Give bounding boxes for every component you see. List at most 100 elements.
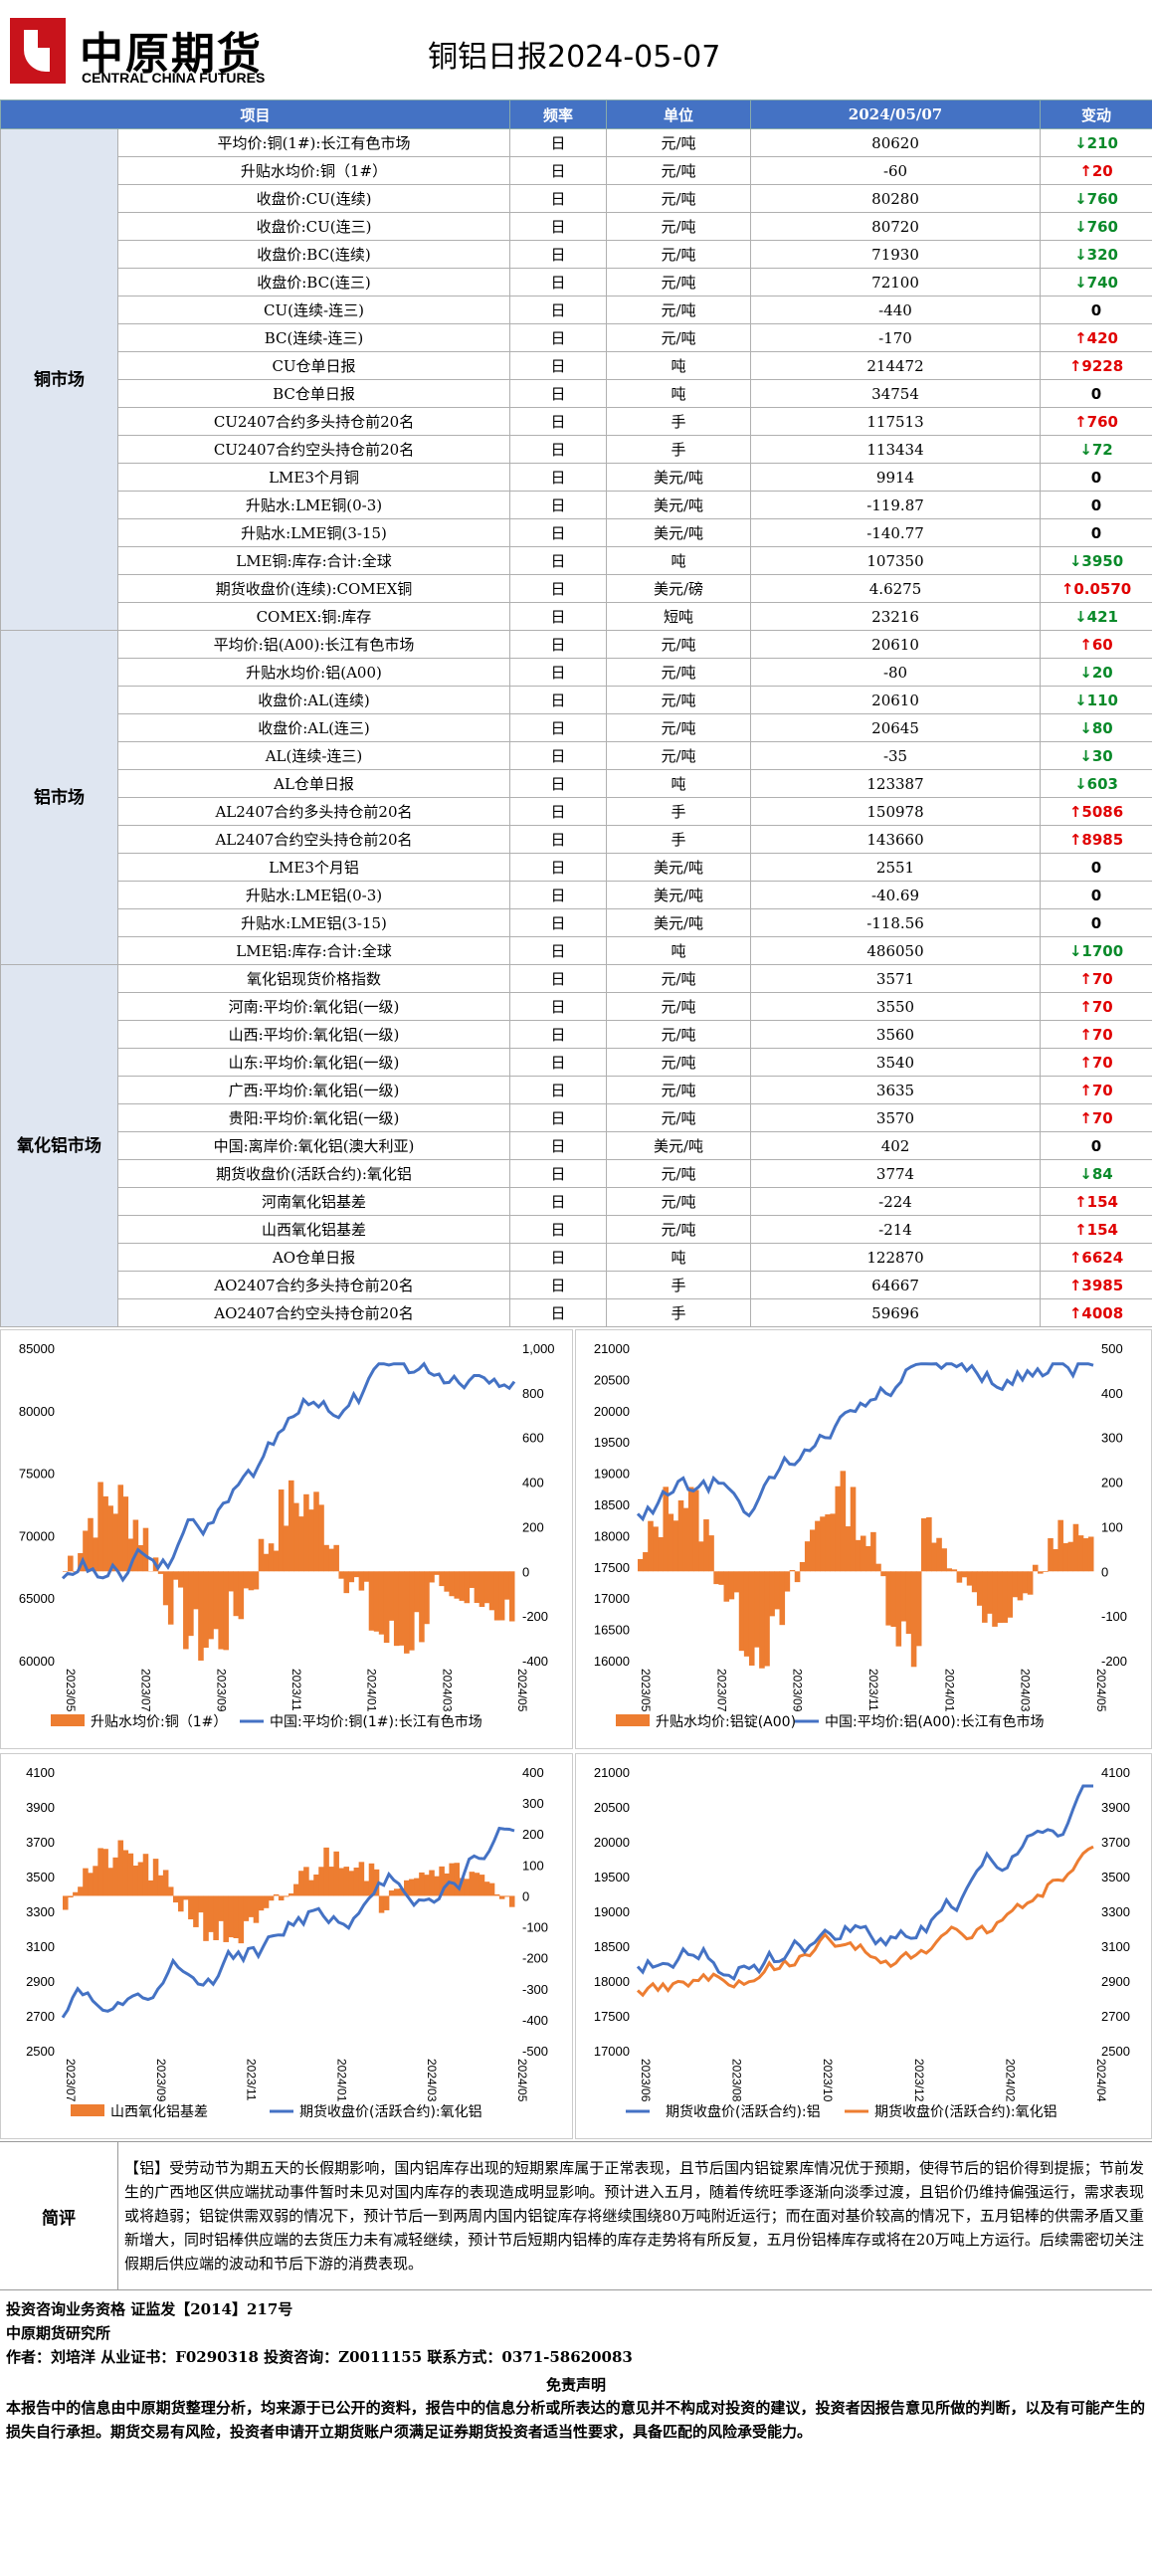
col-header-change: 变动 xyxy=(1040,99,1152,129)
bar xyxy=(393,1888,400,1896)
bar xyxy=(454,1863,461,1896)
item-name-cell: AO2407合约多头持仓前20名 xyxy=(116,1271,511,1299)
x-tick-label: 2023/09 xyxy=(154,2059,168,2102)
change-value: 0 xyxy=(1090,886,1102,904)
bar xyxy=(63,1895,69,1910)
unit-cell: 元/吨 xyxy=(606,686,752,714)
bar xyxy=(132,1519,139,1572)
table-row: 收盘价:AL(连续) 日元/吨 20610 ↓110 xyxy=(1,686,1152,714)
change-value: 70 xyxy=(1091,969,1113,988)
bar xyxy=(203,1895,209,1941)
table-header-row: 项目 频率 单位 2024/05/07 变动 xyxy=(0,99,1152,129)
change-cell: ↓320 xyxy=(1040,240,1152,269)
change-value: 760 xyxy=(1086,412,1118,431)
value-cell: 2551 xyxy=(750,853,1042,882)
bar xyxy=(308,1509,314,1572)
change-value: 1700 xyxy=(1081,941,1124,960)
value-cell: -118.56 xyxy=(750,908,1042,937)
frequency-cell: 日 xyxy=(509,435,608,464)
bar xyxy=(493,1571,500,1621)
left-tick-label: 4100 xyxy=(26,1765,55,1780)
frequency-cell: 日 xyxy=(509,1215,608,1244)
bar xyxy=(253,1895,260,1923)
change-cell: ↓740 xyxy=(1040,268,1152,297)
value-cell: 20645 xyxy=(750,713,1042,742)
unit-cell: 元/吨 xyxy=(606,212,752,241)
bar-series xyxy=(63,1480,515,1661)
change-cell: 0 xyxy=(1040,463,1152,492)
table-row: 收盘价:BC(连三) 日元/吨 72100 ↓740 xyxy=(1,268,1152,297)
bar xyxy=(112,1857,118,1896)
value-cell: 3570 xyxy=(750,1103,1042,1132)
bar xyxy=(429,1870,435,1896)
unit-cell: 元/吨 xyxy=(606,296,752,324)
bar xyxy=(799,1561,806,1572)
unit-cell: 元/吨 xyxy=(606,156,752,185)
change-value: 0 xyxy=(1090,913,1102,932)
bar xyxy=(303,1867,309,1896)
x-tick-label: 2023/07 xyxy=(714,1669,728,1712)
arrow-up-icon: ↑ xyxy=(1079,1081,1092,1099)
arrow-up-icon: ↑ xyxy=(1079,1053,1092,1072)
bar xyxy=(313,1491,319,1572)
legend-label: 中国:平均价:铜(1#):长江有色市场 xyxy=(270,1713,482,1730)
bar xyxy=(1062,1542,1069,1572)
logo-english-name: CENTRAL CHINA FUTURES xyxy=(82,70,266,86)
change-cell: 0 xyxy=(1040,491,1152,519)
x-tick-label: 2024/03 xyxy=(425,2059,439,2102)
col-header-item: 项目 xyxy=(0,99,511,129)
change-value: 6624 xyxy=(1081,1248,1124,1267)
value-cell: 122870 xyxy=(750,1243,1042,1272)
bar xyxy=(343,1867,350,1896)
arrow-up-icon: ↑ xyxy=(1060,579,1074,598)
table-row: COMEX:铜:库存日短吨 23216 ↓421 xyxy=(1,602,1152,631)
bar xyxy=(263,1895,270,1908)
bar xyxy=(920,1518,927,1572)
unit-cell: 元/吨 xyxy=(606,1020,752,1049)
bar xyxy=(178,1571,184,1588)
value-cell: 3571 xyxy=(750,964,1042,993)
right-tick-label: 3300 xyxy=(1101,1904,1130,1919)
frequency-cell: 日 xyxy=(509,1020,608,1049)
x-tick-label: 2023/05 xyxy=(639,1669,653,1712)
bar xyxy=(789,1569,796,1572)
arrow-down-icon: ↓ xyxy=(1074,691,1087,709)
bar xyxy=(68,1895,74,1898)
item-name-cell: LME3个月铜 xyxy=(116,463,511,492)
value-cell: 143660 xyxy=(750,825,1042,854)
unit-cell: 元/吨 xyxy=(606,964,752,993)
left-tick-label: 3700 xyxy=(26,1835,55,1850)
bar xyxy=(997,1571,1003,1624)
bar xyxy=(474,1571,480,1604)
x-tick-label: 2023/11 xyxy=(866,1669,880,1711)
change-cell: 0 xyxy=(1040,518,1152,547)
bar xyxy=(398,1571,405,1646)
bar xyxy=(93,1537,98,1572)
bar xyxy=(769,1571,775,1617)
bar xyxy=(228,1571,235,1592)
left-tick-label: 20500 xyxy=(594,1800,630,1815)
item-name-cell: 贵阳:平均价:氧化铝(一级) xyxy=(116,1103,511,1132)
chart-aluminum: 21000 20500 20000 19500 19000 18500 18000 17500… xyxy=(575,1329,1152,1749)
bar xyxy=(268,1543,275,1572)
value-cell: -35 xyxy=(750,741,1042,770)
bar xyxy=(243,1895,250,1921)
right-tick-label: 200 xyxy=(1101,1476,1123,1490)
unit-cell: 美元/磅 xyxy=(606,574,752,603)
bar xyxy=(677,1499,684,1572)
table-row: 山东:平均价:氧化铝(一级) 日元/吨 3540 ↑70 xyxy=(1,1048,1152,1077)
bar xyxy=(508,1895,515,1907)
change-cell: 0 xyxy=(1040,908,1152,937)
bar xyxy=(804,1541,811,1572)
bar xyxy=(905,1571,912,1635)
item-name-cell: 平均价:铝(A00):长江有色市场 xyxy=(116,630,511,659)
frequency-cell: 日 xyxy=(509,1243,608,1272)
table-row: 贵阳:平均价:氧化铝(一级) 日元/吨 3570 ↑70 xyxy=(1,1103,1152,1132)
arrow-down-icon: ↓ xyxy=(1074,217,1087,236)
bar xyxy=(188,1571,194,1637)
unit-cell: 元/吨 xyxy=(606,1187,752,1216)
left-tick-label: 3900 xyxy=(26,1800,55,1815)
change-value: 70 xyxy=(1091,997,1113,1016)
frequency-cell: 日 xyxy=(509,184,608,213)
bar xyxy=(784,1571,791,1592)
